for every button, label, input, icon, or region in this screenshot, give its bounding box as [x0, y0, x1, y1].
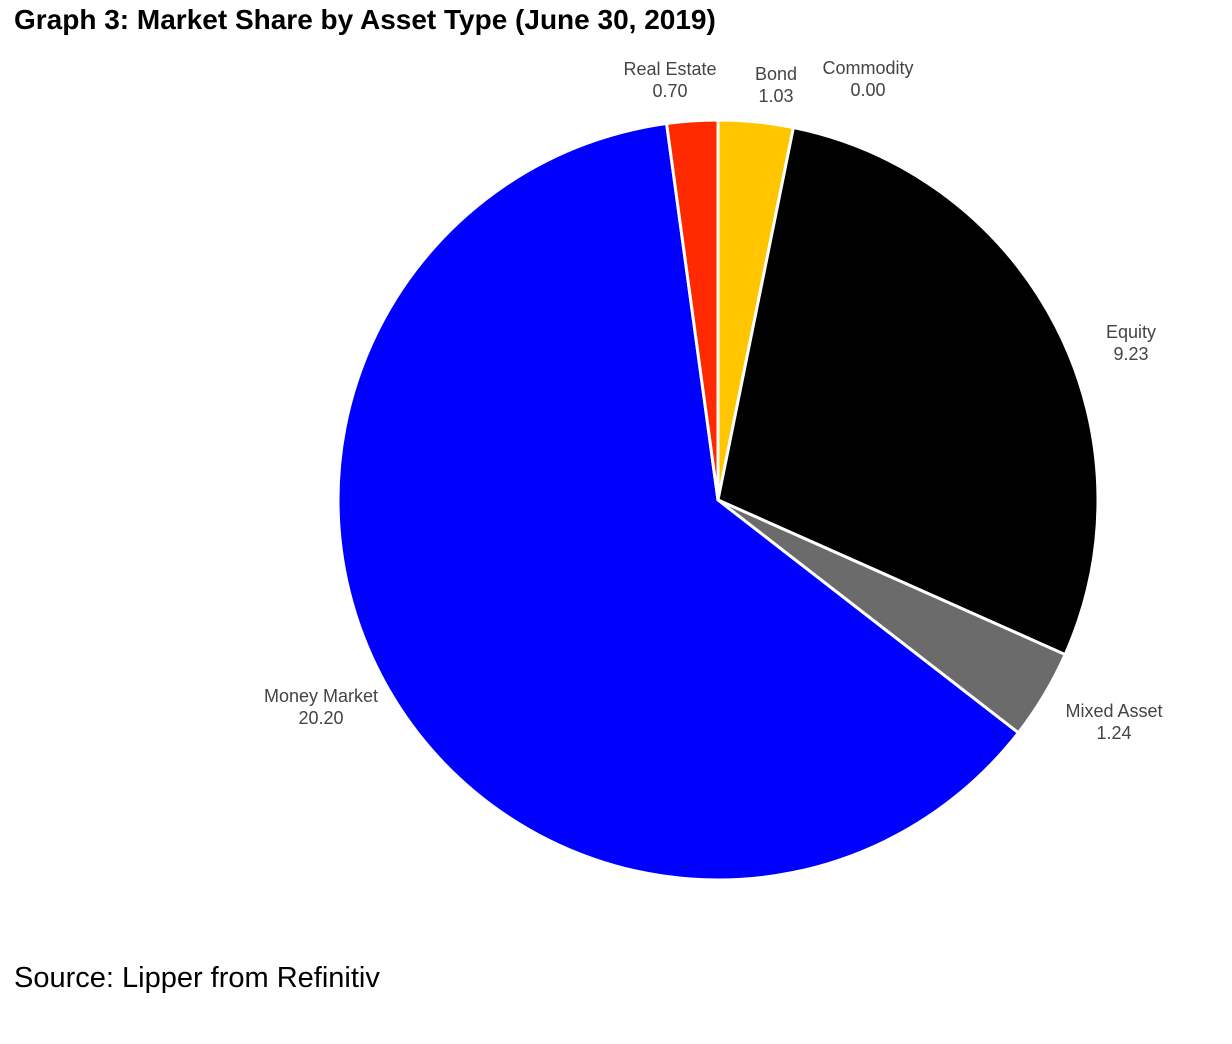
pie-slices — [336, 118, 1100, 882]
slice-value-bond: 1.03 — [758, 86, 793, 106]
slice-value-real-estate: 0.70 — [652, 81, 687, 101]
source-note: Source: Lipper from Refinitiv — [14, 962, 380, 994]
pie-slice-money-market — [336, 121, 1020, 882]
chart-title: Graph 3: Market Share by Asset Type (Jun… — [14, 4, 716, 35]
slice-label-mixed-asset: Mixed Asset — [1065, 701, 1162, 721]
slice-label-money-market: Money Market — [264, 686, 378, 706]
slice-value-equity: 9.23 — [1113, 344, 1148, 364]
slice-label-bond: Bond — [755, 64, 797, 84]
slice-value-commodity: 0.00 — [850, 80, 885, 100]
slice-label-equity: Equity — [1106, 322, 1156, 342]
slice-value-mixed-asset: 1.24 — [1096, 723, 1131, 743]
pie-slice-real-estate — [665, 118, 720, 502]
slice-value-money-market: 20.20 — [298, 708, 343, 728]
pie-slice-equity — [716, 126, 1100, 657]
slice-label-real-estate: Real Estate — [623, 59, 716, 79]
slice-label-commodity: Commodity — [822, 58, 913, 78]
